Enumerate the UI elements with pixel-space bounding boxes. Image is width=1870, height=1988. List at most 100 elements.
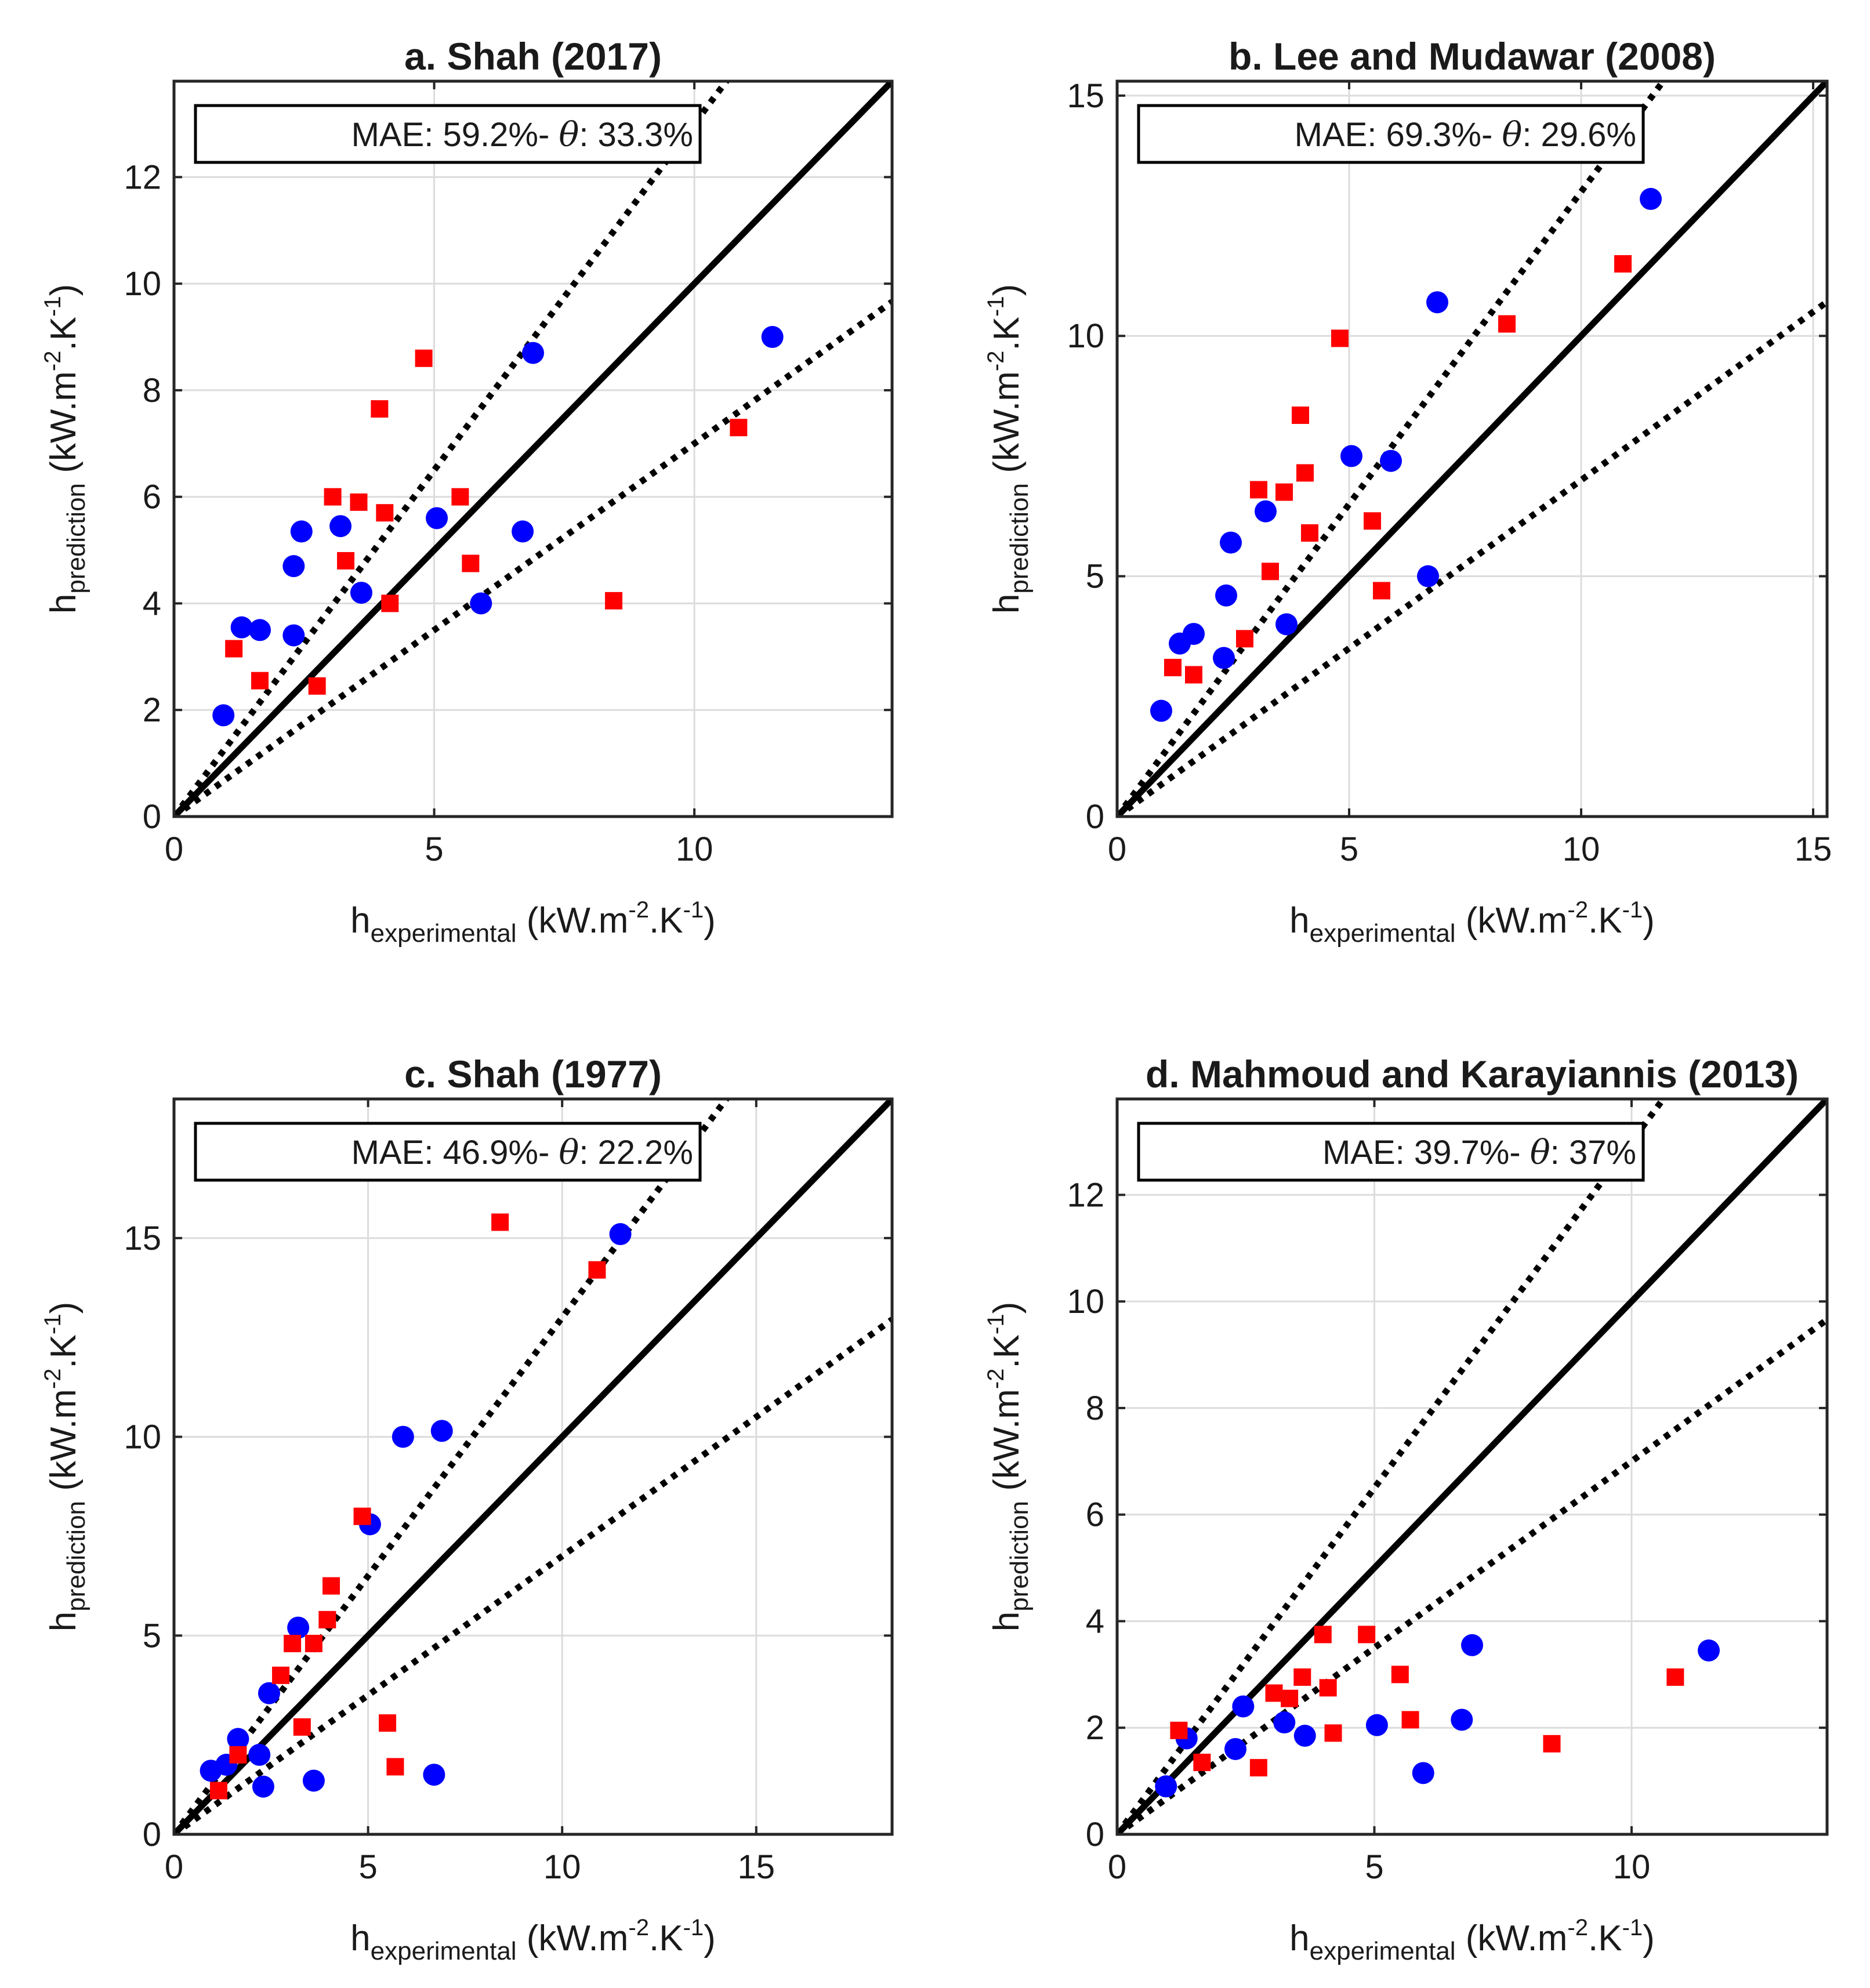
data-point-square <box>1373 582 1390 600</box>
y-axis-label-unit-mid: .K <box>44 1334 84 1369</box>
data-point-circle <box>423 1764 445 1786</box>
data-point-circle <box>227 1728 249 1750</box>
data-point-circle <box>609 1223 632 1246</box>
x-axis-label: hexperimental (kW.m-2.K-1) <box>350 1915 716 1965</box>
x-axis-label-base: h <box>1289 1918 1309 1958</box>
data-point-circle <box>212 704 235 727</box>
data-point-square <box>1314 1626 1332 1644</box>
data-point-circle <box>1220 531 1242 554</box>
y-tick-label: 12 <box>1067 1176 1104 1214</box>
data-point-square <box>318 1610 336 1628</box>
data-point-square <box>229 1746 247 1764</box>
y-tick-label: 5 <box>1086 558 1104 596</box>
data-point-square <box>322 1577 340 1595</box>
y-tick-label: 12 <box>124 158 161 196</box>
y-tick-label: 0 <box>1086 1816 1104 1853</box>
data-point-square <box>293 1718 311 1736</box>
y-tick-label: 4 <box>143 585 161 622</box>
data-point-circle <box>1224 1737 1246 1760</box>
data-point-circle <box>282 555 305 578</box>
y-axis-label: hprediction (kW.m-2.K-1) <box>983 284 1034 614</box>
data-point-square <box>1543 1735 1561 1753</box>
data-point-circle <box>1275 613 1298 636</box>
x-axis-label-unit-suffix: ) <box>1643 901 1655 941</box>
y-axis-label: hprediction (kW.m-2.K-1) <box>40 1302 90 1632</box>
chart-panel-2: 0 5 10 15 0 5 10 15 b. Lee and Mudawar (2008) MAE… <box>983 35 1832 948</box>
data-point-square <box>588 1261 606 1279</box>
y-axis-label-unit-sup2: -1 <box>40 1314 66 1334</box>
mae-value: MAE: 46.9%- <box>351 1134 559 1171</box>
mae-text: MAE: 59.2%- θ: 33.3% <box>351 115 693 154</box>
x-tick-label: 5 <box>1365 1848 1383 1886</box>
theta-symbol: θ <box>559 1133 579 1172</box>
y-tick-label: 6 <box>1086 1496 1104 1534</box>
data-point-circle <box>329 515 352 538</box>
y-tick-label: 8 <box>143 372 161 409</box>
x-axis-label-unit-mid: .K <box>1588 901 1622 941</box>
x-axis-label-unit-mid: .K <box>649 901 683 941</box>
data-point-square <box>1364 512 1381 530</box>
mae-box <box>194 104 702 164</box>
data-point-square <box>1293 1668 1311 1686</box>
data-point-circle <box>1365 1714 1388 1736</box>
x-axis-label-unit-sup1: -2 <box>628 897 649 923</box>
data-point-square <box>284 1635 302 1653</box>
data-point-square <box>305 1635 322 1653</box>
data-point-square <box>1164 659 1182 677</box>
y-axis-label-unit-suffix: ) <box>987 284 1027 296</box>
x-tick-label: 10 <box>1563 830 1600 868</box>
x-axis-label-unit-prefix: (kW.m <box>1456 901 1568 941</box>
y-tick-label: 0 <box>143 1816 161 1853</box>
x-axis-label-base: h <box>1289 901 1309 941</box>
data-point-circle <box>1380 449 1402 472</box>
data-point-square <box>1262 563 1279 581</box>
data-point-square <box>308 677 326 695</box>
y-axis-label-sub: prediction <box>1005 1501 1034 1612</box>
identity-line <box>174 1099 892 1834</box>
data-point-circle <box>258 1682 280 1704</box>
data-point-circle <box>1183 623 1205 645</box>
y-axis-label-unit-prefix: (kW.m <box>987 371 1027 483</box>
x-tick-label: 15 <box>738 1848 775 1886</box>
y-axis-label-unit-sup1: -2 <box>983 1369 1009 1390</box>
y-axis-label-base: h <box>44 594 84 614</box>
data-point-circle <box>392 1425 414 1448</box>
data-point-circle <box>522 342 544 364</box>
y-axis-label-sub: prediction <box>62 483 90 594</box>
data-point-square <box>1236 630 1253 648</box>
x-axis-label-unit-sup1: -2 <box>1567 897 1588 923</box>
data-point-circle <box>512 520 534 543</box>
theta-symbol: θ <box>1530 1133 1550 1172</box>
data-point-square <box>324 488 342 506</box>
data-point-square <box>381 594 399 612</box>
axes-frame <box>172 79 894 818</box>
axes-frame <box>1115 79 1829 818</box>
data-point-square <box>350 493 368 511</box>
data-point-circle <box>1273 1711 1296 1734</box>
y-axis-label-base: h <box>987 1612 1027 1631</box>
mae-value: MAE: 39.7%- <box>1322 1134 1530 1171</box>
data-point-circle <box>1215 584 1237 607</box>
y-axis-label-unit-suffix: ) <box>44 284 84 296</box>
data-points <box>200 1213 632 1800</box>
theta-value: : 29.6% <box>1522 116 1636 154</box>
x-axis-label-sub: experimental <box>371 1937 517 1965</box>
data-point-circle <box>1293 1725 1316 1747</box>
data-point-circle <box>1232 1695 1255 1718</box>
x-axis-label-unit-sup2: -1 <box>1622 897 1643 923</box>
data-point-circle <box>1698 1639 1720 1661</box>
y-axis-label-unit-prefix: (kW.m <box>44 1389 84 1501</box>
y-tick-label: 15 <box>1067 77 1104 115</box>
x-axis-label-unit-sup1: -2 <box>628 1915 649 1940</box>
data-point-square <box>1331 329 1349 347</box>
theta-value: : 37% <box>1550 1134 1636 1171</box>
chart-title: b. Lee and Mudawar (2008) <box>1228 35 1716 78</box>
mae-value: MAE: 69.3%- <box>1295 116 1502 154</box>
chart-panel-1: 0 5 10 0 2 4 6 8 10 12 a. Shah (2017) MAE: 59.2%- θ… <box>40 35 894 948</box>
data-point-circle <box>249 619 271 641</box>
data-point-square <box>1498 315 1516 333</box>
y-axis-label-unit-mid: .K <box>44 317 84 351</box>
data-point-square <box>337 552 355 569</box>
data-point-circle <box>761 326 784 349</box>
x-tick-label: 5 <box>358 1848 377 1886</box>
